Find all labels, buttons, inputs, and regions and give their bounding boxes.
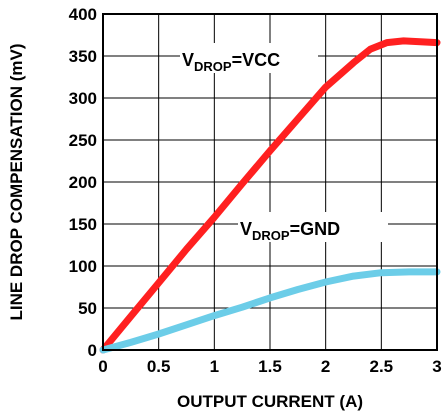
y-tick-label: 300 bbox=[69, 89, 97, 108]
x-tick-label: 0 bbox=[98, 357, 107, 376]
y-tick-label: 250 bbox=[69, 131, 97, 150]
annotations: VDROP=VCC VDROP=GND bbox=[180, 43, 388, 243]
x-tick-label: 2 bbox=[321, 357, 330, 376]
x-tick-label: 2.5 bbox=[370, 357, 394, 376]
y-tick-label: 50 bbox=[78, 299, 97, 318]
y-tick-label: 350 bbox=[69, 47, 97, 66]
series-layer bbox=[99, 37, 441, 354]
annotation-vcc-bg bbox=[180, 43, 318, 73]
x-tick-label: 3 bbox=[432, 357, 441, 376]
x-tick-label: 0.5 bbox=[147, 357, 171, 376]
x-tick-label: 1 bbox=[210, 357, 219, 376]
series-line-vdrop-vcc bbox=[99, 37, 441, 354]
annotation-gnd: VDROP=GND bbox=[240, 219, 340, 243]
y-tick-label: 200 bbox=[69, 173, 97, 192]
y-axis-title: LINE DROP COMPENSATION (mV) bbox=[7, 43, 26, 320]
annotation-vcc: VDROP=VCC bbox=[182, 50, 280, 74]
x-tick-label: 1.5 bbox=[258, 357, 282, 376]
series-line-vdrop-gnd bbox=[99, 268, 441, 354]
y-tick-label: 400 bbox=[69, 5, 97, 24]
annotation-gnd-bg bbox=[238, 212, 388, 242]
y-tick-label: 0 bbox=[88, 341, 97, 360]
y-axis-ticks: 0 50 100 150 200 250 300 350 400 bbox=[69, 5, 97, 360]
plot-frame bbox=[102, 13, 438, 351]
y-tick-label: 150 bbox=[69, 215, 97, 234]
x-axis-ticks: 0 0.5 1 1.5 2 2.5 3 bbox=[98, 357, 441, 376]
x-axis-title: OUTPUT CURRENT (A) bbox=[177, 392, 363, 411]
y-tick-label: 100 bbox=[69, 257, 97, 276]
